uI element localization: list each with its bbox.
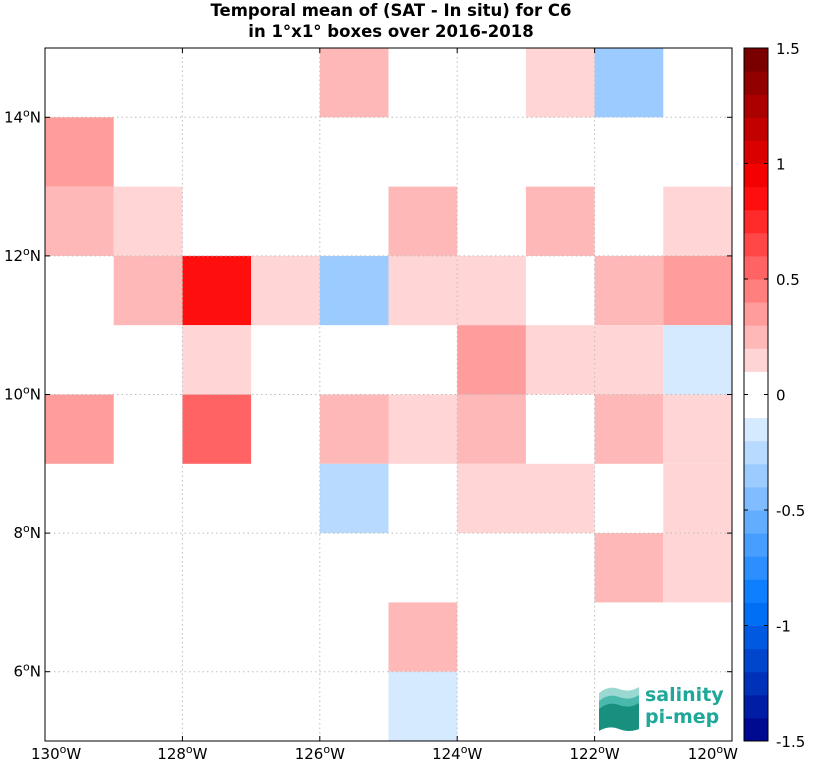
heatmap-cell — [594, 48, 664, 118]
y-tick-label: 6oN — [13, 661, 41, 681]
chart-title-line1: Temporal mean of (SAT - In situ) for C6 — [210, 1, 572, 20]
heatmap-cell — [457, 255, 526, 326]
colorbar-segment — [744, 671, 768, 696]
heatmap-cell — [594, 325, 664, 395]
colorbar-segment — [744, 625, 768, 650]
colorbar-segment — [744, 140, 768, 164]
colorbar-segment — [744, 163, 768, 188]
heatmap-cell — [525, 186, 595, 256]
heatmap-cell — [594, 533, 664, 603]
heatmap-cells — [45, 48, 732, 741]
colorbar-segment — [744, 463, 768, 488]
heatmap-cell — [182, 394, 252, 464]
colorbar-tick-label: 0 — [776, 387, 786, 405]
colorbar-segment — [744, 117, 768, 141]
heatmap-cell — [525, 48, 595, 118]
heatmap-cell — [457, 325, 526, 395]
colorbar-segment — [744, 325, 768, 349]
colorbar-tick-label: -1 — [776, 618, 791, 636]
y-tick-label: 8oN — [13, 522, 41, 542]
colorbar-segment — [744, 394, 768, 419]
heatmap-cell — [388, 255, 458, 326]
colorbar-segment — [744, 648, 768, 673]
x-tick-label: 124oW — [432, 743, 482, 763]
colorbar-segment — [744, 302, 768, 326]
heatmap-cell — [113, 255, 183, 326]
colorbar-tick-label: -1.5 — [776, 733, 805, 751]
colorbar-tick-label: -0.5 — [776, 502, 805, 520]
colorbar-segment — [744, 579, 768, 603]
colorbar-segment — [744, 186, 768, 211]
heatmap-cell — [319, 255, 389, 326]
x-tick-label: 120oW — [688, 743, 738, 763]
colorbar-segment — [744, 94, 768, 118]
salinity-pimep-logo: salinity pi-mep — [597, 683, 737, 733]
heatmap-cell — [594, 394, 664, 464]
colorbar-segment — [744, 694, 768, 719]
chart-title-line2: in 1°x1° boxes over 2016-2018 — [248, 22, 534, 41]
colorbar-segment — [744, 232, 768, 257]
heatmap-cell — [319, 48, 389, 118]
y-tick-label: 14oN — [4, 106, 41, 126]
heatmap-cell — [663, 394, 732, 464]
colorbar-segment — [744, 510, 768, 534]
heatmap-cell — [45, 186, 114, 256]
colorbar-segment — [744, 279, 768, 303]
heatmap-cell — [251, 255, 320, 326]
logo-text-pimep: pi-mep — [645, 706, 720, 728]
heatmap-cell — [663, 186, 732, 256]
x-axis-ticks: 130oW 128oW 126oW 124oW 122oW 120oW — [31, 48, 738, 763]
heatmap-cell — [594, 255, 664, 326]
colorbar-segment — [744, 602, 768, 626]
heatmap-cell — [388, 602, 458, 672]
heatmap-cell — [113, 186, 183, 256]
colorbar-segment — [744, 440, 768, 465]
colorbar-segment — [744, 209, 768, 234]
colorbar-tick-label: 1.5 — [776, 40, 800, 58]
heatmap-cell — [663, 255, 732, 326]
colorbar-segment — [744, 533, 768, 557]
heatmap-cell — [388, 671, 458, 741]
colorbar-tick-label: 0.5 — [776, 271, 800, 289]
colorbar-tick-label: 1 — [776, 156, 786, 174]
colorbar-segment — [744, 417, 768, 442]
heatmap-cell — [525, 463, 595, 534]
colorbar-segment — [744, 48, 768, 72]
y-axis-ticks: 6oN 8oN 10oN 12oN 14oN — [4, 106, 732, 681]
colorbar: 1.5 1 0.5 0 -0.5 -1 -1.5 — [743, 40, 805, 751]
heatmap-cell — [319, 394, 389, 464]
heatmap-cell — [182, 255, 252, 326]
y-tick-label: 12oN — [4, 245, 41, 265]
colorbar-segment — [744, 71, 768, 95]
colorbar-segment — [744, 255, 768, 280]
wave-logo-icon — [599, 687, 639, 731]
heatmap-cell — [182, 325, 252, 395]
y-tick-label: 10oN — [4, 384, 41, 404]
heatmap-cell — [388, 186, 458, 256]
colorbar-segment — [744, 486, 768, 511]
colorbar-segment — [744, 371, 768, 395]
heatmap-cell — [319, 463, 389, 534]
x-tick-label: 122oW — [569, 743, 619, 763]
heatmap-cell — [457, 394, 526, 464]
heatmap-cell — [663, 463, 732, 534]
x-tick-label: 128oW — [157, 743, 207, 763]
colorbar-segment — [744, 556, 768, 580]
x-tick-label: 126oW — [295, 743, 345, 763]
logo-text-salinity: salinity — [645, 684, 724, 706]
colorbar-segment — [744, 348, 768, 372]
colorbar-segment — [744, 717, 768, 742]
heatmap-cell — [457, 463, 526, 534]
heatmap-cell — [525, 325, 595, 395]
heatmap-cell — [45, 394, 114, 464]
x-tick-label: 130oW — [31, 743, 81, 763]
heatmap-cell — [663, 533, 732, 603]
heatmap-cell — [388, 394, 458, 464]
heatmap-cell — [663, 325, 732, 395]
heatmap-cell — [45, 117, 114, 187]
